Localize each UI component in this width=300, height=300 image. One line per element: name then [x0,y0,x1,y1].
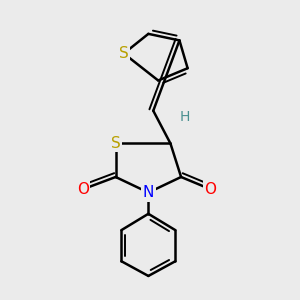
Text: O: O [77,182,89,197]
Text: S: S [119,46,129,61]
Text: S: S [111,136,121,151]
Text: N: N [143,185,154,200]
Text: H: H [179,110,190,124]
Text: O: O [205,182,217,197]
